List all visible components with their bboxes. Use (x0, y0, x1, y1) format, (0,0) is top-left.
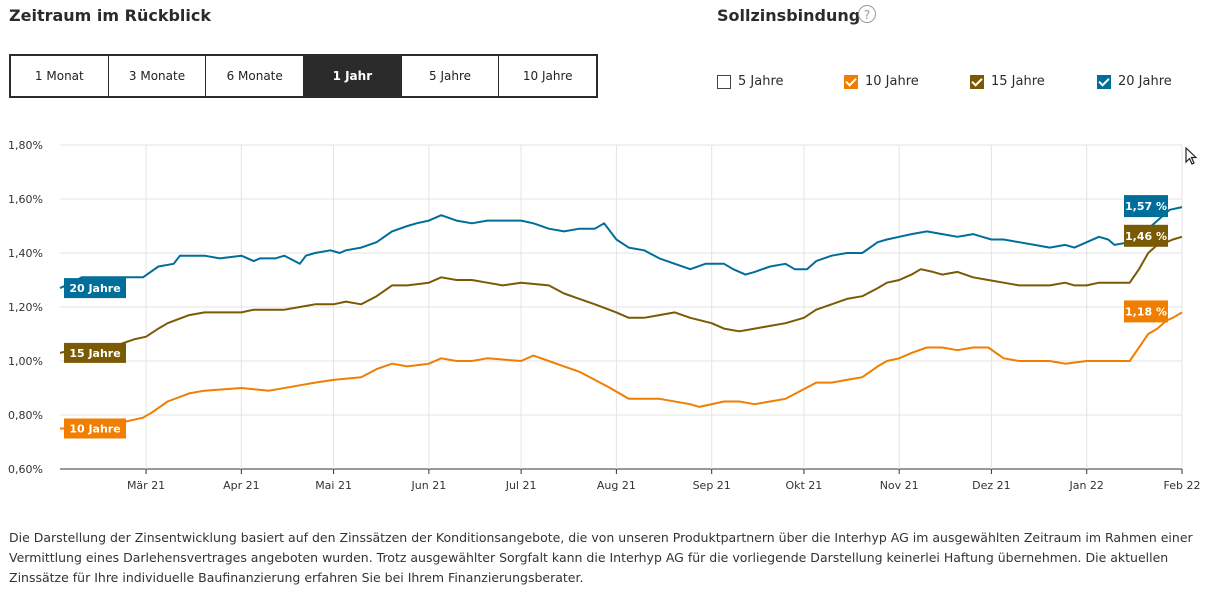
x-tick-label: Feb 22 (1164, 479, 1201, 492)
end-label-box (1124, 195, 1168, 218)
interest-rate-chart[interactable]: 0,60% 0,80% 1,00% 1,20% 1,40% 1,60% 1,80% Mär 2… (0, 130, 1205, 500)
end-value-label-20-jahre: 1,57 % (1125, 200, 1167, 213)
x-tick-label: Apr 21 (223, 479, 260, 492)
y-tick-label: 1,80% (8, 139, 43, 152)
fixation-label-10-jahre: 10 Jahre (865, 74, 919, 89)
fixation-label-15-jahre: 15 Jahre (991, 74, 1045, 89)
y-tick-label: 1,40% (8, 247, 43, 260)
series-line-20-jahre (59, 206, 1183, 290)
period-selector: 1 Monat 3 Monate 6 Monate 1 Jahr 5 Jahre… (9, 54, 598, 98)
mouse-cursor-icon (1185, 147, 1198, 165)
checkbox-checked-icon (844, 74, 858, 89)
series-line-10-jahre (60, 311, 1183, 430)
x-tick-label: Jan 22 (1068, 479, 1103, 492)
help-icon[interactable]: ? (858, 5, 876, 23)
x-tick-label: Jul 21 (505, 479, 537, 492)
x-tick-label: Nov 21 (880, 479, 919, 492)
x-tick-label: Okt 21 (785, 479, 822, 492)
checkbox-unchecked-icon (717, 74, 731, 89)
x-tick-label: Mär 21 (127, 479, 165, 492)
x-tick-label: Dez 21 (972, 479, 1011, 492)
period-1-jahr[interactable]: 1 Jahr (304, 56, 402, 96)
end-value-label-15-jahre: 1,46 % (1125, 230, 1167, 243)
y-tick-label: 1,00% (8, 355, 43, 368)
series-name-label-15-jahre: 15 Jahre (69, 347, 120, 360)
period-3-monate[interactable]: 3 Monate (109, 56, 207, 96)
fixation-title: Sollzinsbindung (717, 6, 861, 25)
y-tick-label: 1,60% (8, 193, 43, 206)
period-6-monate[interactable]: 6 Monate (206, 56, 305, 96)
fixation-label-20-jahre: 20 Jahre (1118, 74, 1172, 89)
fixation-checkbox-10-jahre[interactable]: 10 Jahre (844, 74, 919, 89)
fixation-checkbox-15-jahre[interactable]: 15 Jahre (970, 74, 1045, 89)
period-10-jahre[interactable]: 10 Jahre (522, 69, 573, 83)
end-label-box (1124, 224, 1168, 247)
series-name-label-20-jahre: 20 Jahre (69, 282, 120, 295)
period-1-monat[interactable]: 1 Monat (11, 56, 109, 96)
start-label-box (64, 418, 126, 439)
period-title: Zeitraum im Rückblick (9, 6, 212, 25)
x-tick-label: Jun 21 (411, 479, 447, 492)
start-label-box (64, 278, 126, 299)
fixation-checkbox-5-jahre[interactable]: 5 Jahre (717, 74, 784, 89)
checkbox-checked-icon (1097, 74, 1111, 89)
x-tick-label: Sep 21 (693, 479, 731, 492)
series-line-15-jahre (59, 235, 1183, 354)
start-label-box (64, 342, 126, 363)
x-tick-label: Mai 21 (315, 479, 352, 492)
y-tick-label: 0,60% (8, 463, 43, 476)
fixation-label-5-jahre: 5 Jahre (738, 74, 784, 89)
series-name-label-10-jahre: 10 Jahre (69, 423, 120, 436)
y-tick-label: 0,80% (8, 409, 43, 422)
end-value-label-10-jahre: 1,18 % (1125, 305, 1167, 318)
x-tick-label: Aug 21 (597, 479, 636, 492)
end-label-box (1124, 300, 1168, 323)
checkbox-checked-icon (970, 74, 984, 89)
y-tick-label: 1,20% (8, 301, 43, 314)
fixation-checkbox-20-jahre[interactable]: 20 Jahre (1097, 74, 1172, 89)
period-5-jahre[interactable]: 5 Jahre (402, 56, 500, 96)
disclaimer-text: Die Darstellung der Zinsentwicklung basi… (9, 530, 1193, 585)
